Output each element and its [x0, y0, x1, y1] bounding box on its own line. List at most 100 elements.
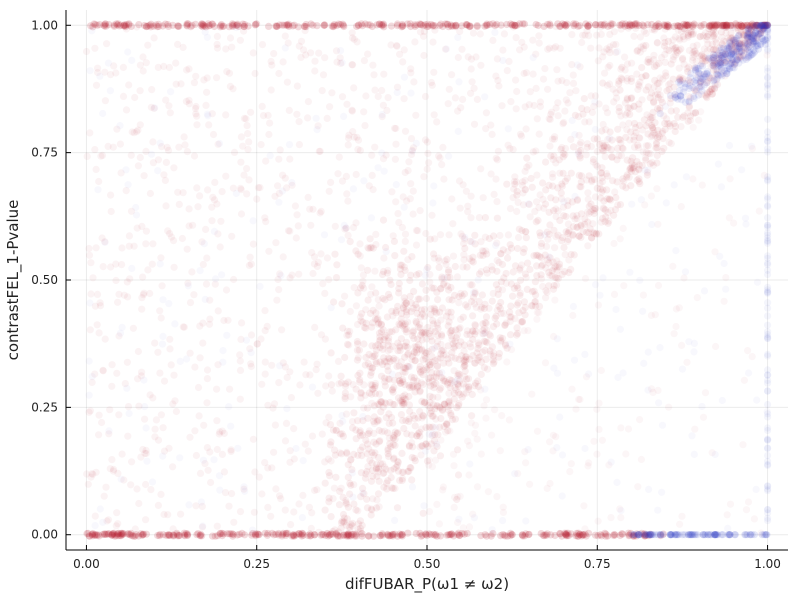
red-ridge-point — [513, 187, 521, 195]
red-point — [240, 27, 248, 35]
red-ridge-point — [550, 282, 558, 290]
red-point — [203, 74, 211, 82]
red-band-point — [217, 22, 225, 30]
red-point — [404, 318, 412, 326]
blue-point — [88, 27, 95, 34]
red-band-point — [524, 531, 533, 539]
red-ridge-point — [385, 452, 393, 460]
blue-point — [614, 374, 621, 381]
red-point — [393, 41, 401, 50]
x-tick-label: 0.50 — [414, 557, 441, 571]
red-band-point — [235, 530, 243, 539]
red-ridge-point — [576, 154, 584, 162]
red-ridge-point — [356, 429, 364, 437]
red-point — [178, 234, 186, 243]
red-hotspot-point — [381, 378, 389, 386]
red-band-point — [657, 532, 665, 540]
red-point — [403, 197, 411, 205]
red-point — [460, 373, 469, 381]
red-band-point — [556, 530, 564, 538]
red-ridge-point — [667, 95, 675, 103]
red-band-point — [295, 530, 303, 538]
blue-point — [559, 451, 566, 458]
red-ridge-point — [370, 438, 378, 446]
red-ridge-point — [761, 21, 769, 29]
red-hotspot-point — [377, 408, 385, 416]
red-point — [158, 282, 166, 290]
blue-point — [122, 166, 129, 173]
red-point — [345, 341, 353, 349]
red-band-point — [120, 22, 128, 30]
red-point — [516, 46, 524, 54]
red-band-point — [174, 22, 182, 30]
red-hotspot-point — [358, 443, 367, 451]
red-ridge-point — [323, 530, 331, 538]
red-band-point — [282, 529, 290, 537]
red-point — [445, 389, 453, 397]
red-ridge-point — [716, 21, 725, 29]
red-hotspot-point — [384, 375, 392, 383]
red-ridge-point — [754, 21, 762, 29]
red-point — [360, 381, 368, 389]
red-point — [135, 402, 143, 410]
red-point — [196, 469, 205, 477]
red-point — [375, 416, 383, 425]
blue-point — [157, 140, 164, 147]
red-point — [621, 66, 629, 74]
red-ridge-point — [425, 423, 433, 431]
red-point — [634, 85, 642, 94]
red-sparse-point — [748, 353, 756, 361]
red-ridge-point — [643, 171, 652, 179]
red-point — [731, 39, 739, 47]
red-point — [546, 271, 554, 279]
red-point — [114, 298, 122, 306]
red-hotspot-point — [397, 379, 405, 387]
red-ridge-point — [419, 412, 427, 420]
red-band-point — [352, 532, 360, 540]
red-point — [516, 264, 524, 272]
red-ridge-point — [340, 514, 348, 522]
red-point — [559, 120, 567, 128]
blue-point — [636, 277, 643, 284]
red-hotspot-point — [392, 326, 400, 334]
red-point — [380, 463, 388, 471]
red-ridge-point — [367, 511, 375, 519]
red-ridge-point — [458, 292, 466, 300]
blue-point — [455, 128, 462, 135]
red-point — [509, 23, 517, 31]
red-band-point — [218, 529, 226, 538]
red-point — [249, 240, 257, 248]
red-hotspot-point — [396, 397, 404, 405]
red-band-point — [483, 21, 491, 29]
red-point — [739, 31, 747, 39]
red-point — [651, 26, 659, 34]
red-ridge-point — [585, 202, 593, 210]
red-sparse-point — [665, 403, 673, 411]
red-ridge-point — [727, 29, 735, 37]
red-ridge-point — [561, 151, 569, 159]
red-point — [464, 202, 472, 210]
red-point — [739, 42, 748, 50]
red-point — [341, 292, 349, 300]
red-point — [91, 302, 99, 310]
red-ridge-point — [431, 305, 439, 314]
red-ridge-point — [518, 227, 526, 235]
red-ridge-point — [474, 339, 482, 347]
red-sparse-point — [637, 455, 646, 464]
red-ridge-point — [343, 448, 351, 456]
red-ridge-point — [532, 251, 540, 259]
red-band-point — [576, 530, 584, 539]
red-point — [707, 62, 715, 70]
red-hotspot-point — [454, 446, 462, 454]
red-point — [536, 102, 545, 111]
red-point — [142, 147, 150, 155]
red-ridge-point — [501, 321, 509, 329]
red-point — [594, 21, 602, 29]
red-band-point — [609, 20, 617, 28]
red-point — [332, 47, 341, 55]
red-ridge-point — [760, 21, 768, 29]
red-band-point — [654, 23, 663, 31]
red-hotspot-point — [396, 265, 404, 273]
red-ridge-point — [614, 144, 622, 152]
red-ridge-point — [627, 128, 635, 136]
